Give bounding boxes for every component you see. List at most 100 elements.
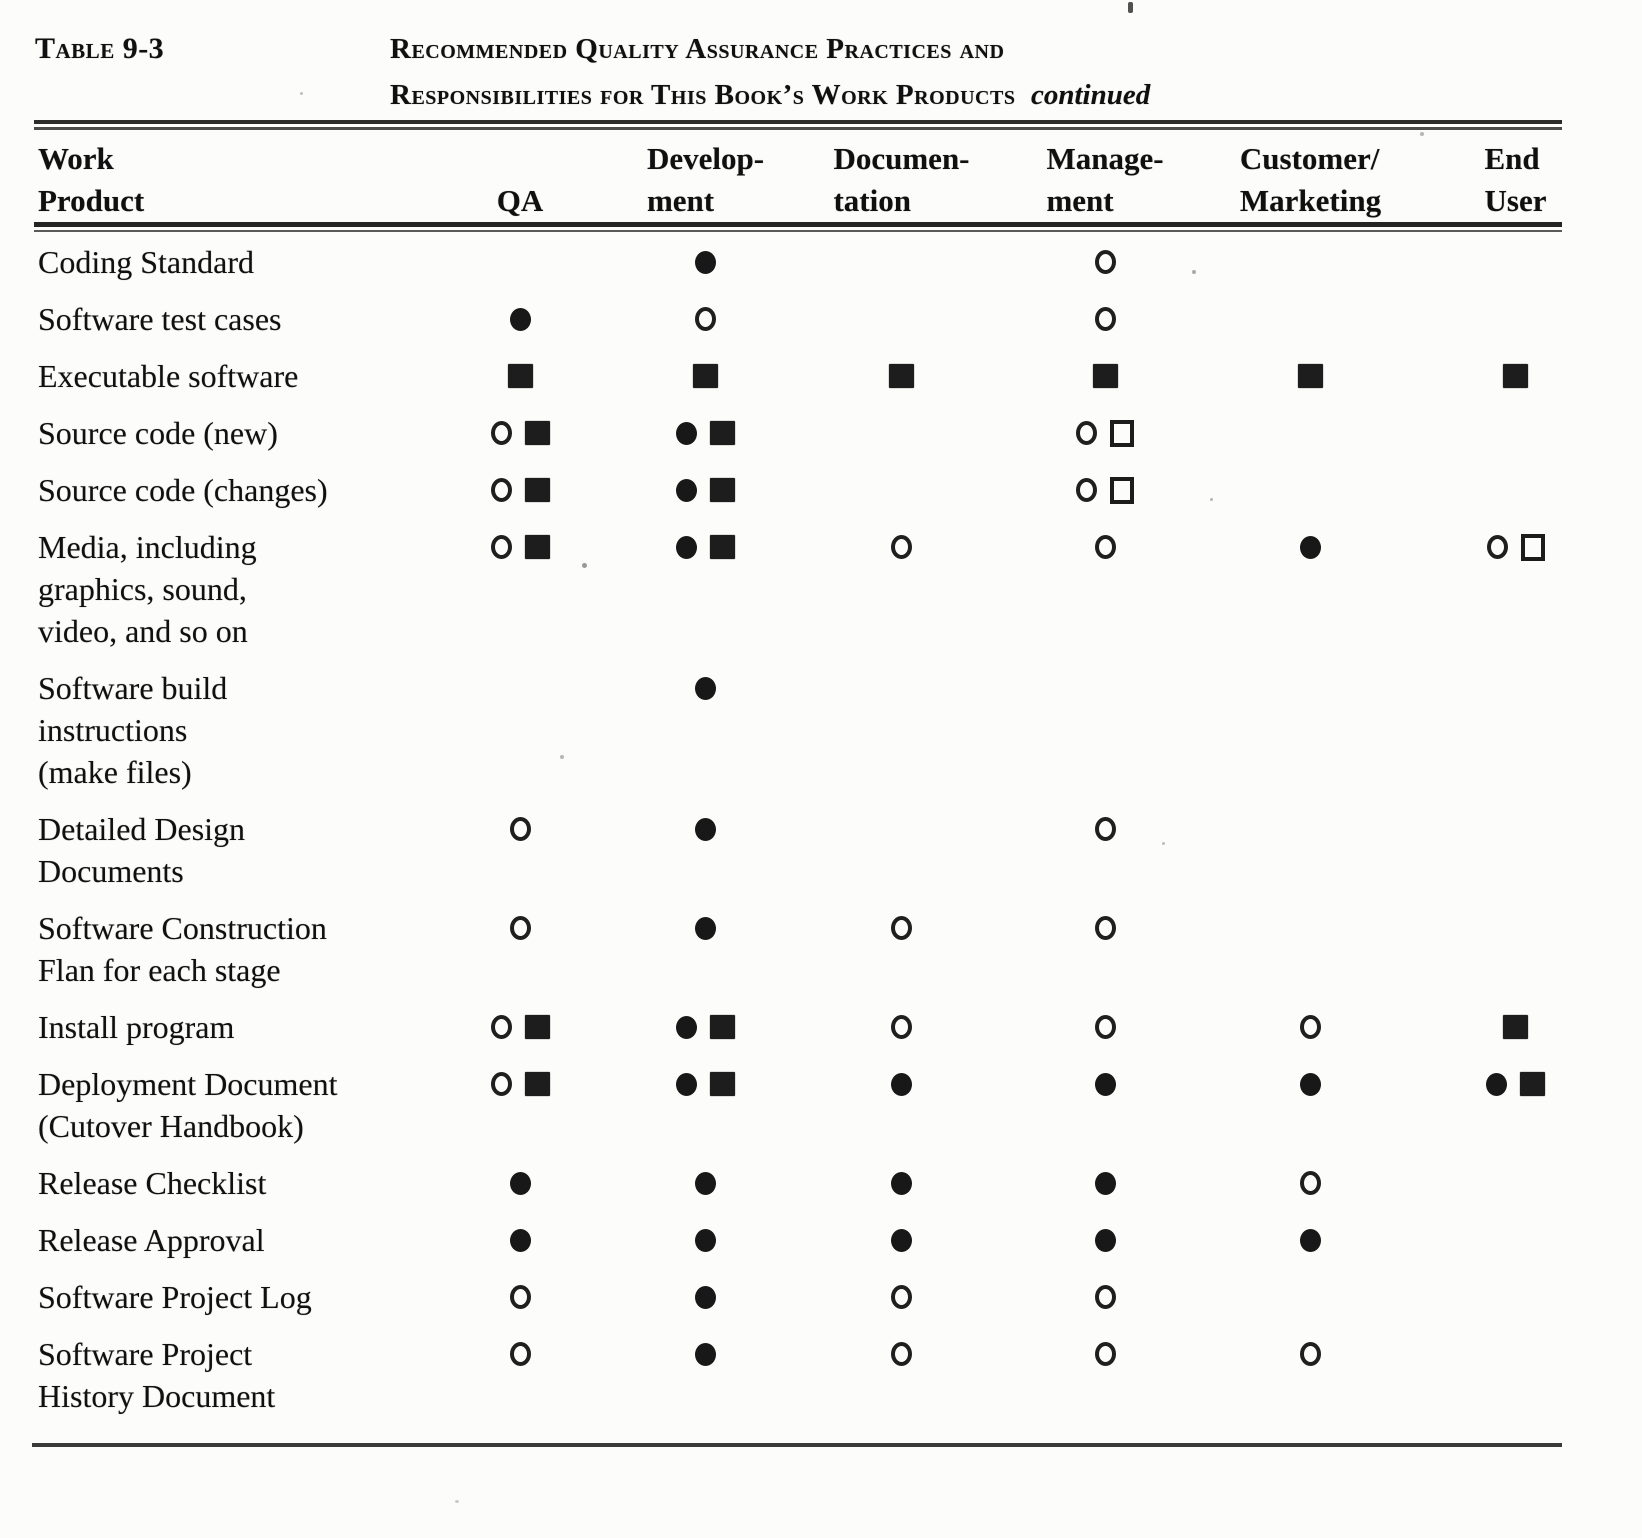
header-line: Customer/ xyxy=(1239,141,1380,176)
open-circle-icon xyxy=(695,307,716,331)
filled-square-icon xyxy=(524,478,550,502)
filled-circle-icon xyxy=(695,1171,716,1195)
header-line: Work xyxy=(38,141,114,176)
open-circle-icon xyxy=(1094,1015,1116,1039)
table-row: Release Approval xyxy=(0,1219,1642,1261)
responsibility-cell xyxy=(430,1006,610,1048)
work-product-label-line: Detailed Design xyxy=(38,811,246,847)
responsibility-cell xyxy=(801,1063,1002,1105)
responsibility-cell xyxy=(1002,1276,1208,1318)
table-row: Executable software xyxy=(0,355,1642,397)
responsibility-cell xyxy=(801,355,1002,397)
responsibility-cell xyxy=(801,1219,1002,1261)
responsibility-cell xyxy=(430,667,610,709)
responsibility-cell xyxy=(610,667,801,709)
responsibility-cell xyxy=(610,808,801,850)
open-circle-icon xyxy=(1094,1342,1116,1366)
responsibility-cell xyxy=(1413,907,1618,949)
responsibility-cell xyxy=(1413,241,1618,283)
header-line: ment xyxy=(646,183,715,218)
responsibility-cell xyxy=(1413,1219,1618,1261)
open-square-icon xyxy=(1110,419,1134,447)
work-product-label: Source code (changes) xyxy=(0,469,430,511)
header-line: Documen- xyxy=(833,141,970,176)
responsibility-cell xyxy=(801,808,1002,850)
table-caption: Table 9-3 Recommended Quality Assurance … xyxy=(35,26,1642,118)
filled-square-icon xyxy=(889,364,914,388)
scan-speck xyxy=(1162,842,1165,845)
header-line: Manage- xyxy=(1046,141,1164,176)
table-row: Detailed Design Documents xyxy=(0,808,1642,892)
filled-square-icon xyxy=(710,1072,735,1096)
work-product-label-line: Source code (new) xyxy=(38,415,278,451)
responsibility-cell xyxy=(1413,1276,1618,1318)
filled-square-icon xyxy=(1520,1072,1545,1096)
filled-square-icon xyxy=(1298,364,1323,388)
header-line: QA xyxy=(496,183,544,218)
filled-square-icon xyxy=(507,364,533,388)
responsibility-cell xyxy=(1208,526,1413,568)
responsibility-cell xyxy=(610,1006,801,1048)
responsibility-cell xyxy=(1208,907,1413,949)
responsibility-cell xyxy=(1208,808,1413,850)
responsibility-cell xyxy=(1208,469,1413,511)
responsibility-cell xyxy=(1413,667,1618,709)
table-row: Release Checklist xyxy=(0,1162,1642,1204)
filled-square-icon xyxy=(693,364,718,388)
responsibility-cell xyxy=(610,298,801,340)
header-line: User xyxy=(1484,183,1547,218)
responsibility-cell xyxy=(801,1162,1002,1204)
work-product-label: Install program xyxy=(0,1006,430,1048)
responsibility-cell xyxy=(1208,1333,1413,1375)
work-product-label-line: Executable software xyxy=(38,358,299,394)
open-circle-icon xyxy=(509,1285,531,1309)
scan-speck xyxy=(1210,498,1213,501)
responsibility-cell xyxy=(610,1063,801,1105)
responsibility-cell xyxy=(610,241,801,283)
top-double-rule xyxy=(34,120,1562,130)
filled-square-icon xyxy=(1092,364,1118,388)
open-circle-icon xyxy=(891,1342,912,1366)
responsibility-cell xyxy=(430,241,610,283)
open-circle-icon xyxy=(1076,478,1097,502)
filled-circle-icon xyxy=(695,916,716,940)
responsibility-cell xyxy=(1002,526,1208,568)
responsibility-cell xyxy=(430,1333,610,1375)
filled-circle-icon xyxy=(1486,1072,1507,1096)
responsibility-cell xyxy=(1002,1063,1208,1105)
responsibility-cell xyxy=(801,1333,1002,1375)
responsibility-cell xyxy=(430,808,610,850)
open-circle-icon xyxy=(1094,307,1116,331)
filled-square-icon xyxy=(710,1015,735,1039)
responsibility-cell xyxy=(801,1006,1002,1048)
responsibility-cell xyxy=(610,412,801,454)
header-line: Marketing xyxy=(1239,183,1382,218)
table-row: Software Project Log xyxy=(0,1276,1642,1318)
open-circle-icon xyxy=(490,478,512,502)
open-circle-icon xyxy=(1094,916,1116,940)
responsibility-cell xyxy=(1413,1006,1618,1048)
filled-square-icon xyxy=(524,421,550,445)
responsibility-cell xyxy=(1002,355,1208,397)
work-product-label-line: Deployment Document xyxy=(38,1066,338,1102)
responsibility-cell xyxy=(430,469,610,511)
filled-square-icon xyxy=(710,535,735,559)
open-circle-icon xyxy=(490,535,512,559)
open-circle-icon xyxy=(490,1072,512,1096)
filled-circle-icon xyxy=(891,1072,912,1096)
work-product-label-line: Software test cases xyxy=(38,301,282,337)
responsibility-cell xyxy=(801,469,1002,511)
responsibility-cell xyxy=(801,526,1002,568)
responsibility-cell xyxy=(1413,412,1618,454)
responsibility-cell xyxy=(1208,1063,1413,1105)
responsibility-cell xyxy=(1413,469,1618,511)
scan-speck xyxy=(1420,132,1424,136)
open-circle-icon xyxy=(1094,250,1116,274)
scan-speck xyxy=(300,92,303,95)
table-row: Install program xyxy=(0,1006,1642,1048)
responsibility-cell xyxy=(1413,1162,1618,1204)
responsibility-cell xyxy=(801,1276,1002,1318)
header-line xyxy=(497,138,544,180)
table-row: Software test cases xyxy=(0,298,1642,340)
